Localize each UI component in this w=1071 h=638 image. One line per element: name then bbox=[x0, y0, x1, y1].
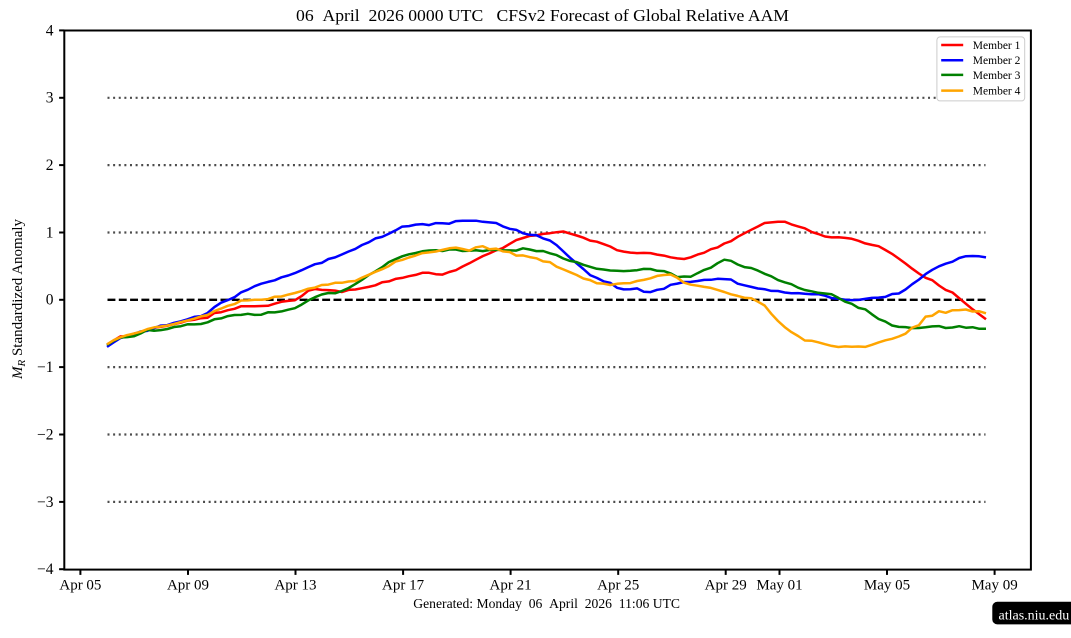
svg-text:Member 3: Member 3 bbox=[973, 70, 1021, 82]
svg-text:MR Standardized Anomaly: MR Standardized Anomaly bbox=[10, 218, 28, 380]
svg-text:4: 4 bbox=[46, 22, 54, 39]
svg-text:3: 3 bbox=[46, 90, 54, 107]
svg-text:−3: −3 bbox=[37, 494, 54, 511]
svg-text:atlas.niu.edu: atlas.niu.edu bbox=[999, 608, 1070, 623]
svg-text:0: 0 bbox=[46, 292, 54, 309]
svg-text:Apr 09: Apr 09 bbox=[167, 578, 209, 594]
svg-text:−2: −2 bbox=[37, 426, 54, 443]
svg-text:−4: −4 bbox=[37, 561, 54, 578]
svg-text:Apr 05: Apr 05 bbox=[59, 578, 101, 594]
svg-text:Member 1: Member 1 bbox=[973, 40, 1021, 52]
svg-text:Apr 29: Apr 29 bbox=[705, 578, 747, 594]
svg-text:2: 2 bbox=[46, 157, 54, 174]
svg-text:Apr 17: Apr 17 bbox=[382, 578, 425, 594]
svg-text:May 09: May 09 bbox=[971, 578, 1017, 594]
svg-text:1: 1 bbox=[46, 224, 54, 241]
svg-text:Member 2: Member 2 bbox=[973, 55, 1021, 67]
svg-text:Generated: Monday 06 April: Generated: Monday 06 April 2026 11:06 UT… bbox=[413, 597, 680, 612]
svg-text:Member 4: Member 4 bbox=[973, 86, 1021, 98]
svg-text:Apr 13: Apr 13 bbox=[274, 578, 316, 594]
svg-text:Apr 21: Apr 21 bbox=[490, 578, 532, 594]
svg-text:−1: −1 bbox=[37, 359, 54, 376]
svg-text:May 05: May 05 bbox=[864, 578, 910, 594]
svg-text:06 April 2026 0000 UTC CFS: 06 April 2026 0000 UTC CFSv2 Forecast of… bbox=[296, 6, 789, 25]
svg-text:May 01: May 01 bbox=[756, 578, 802, 594]
svg-text:Apr 25: Apr 25 bbox=[597, 578, 639, 594]
